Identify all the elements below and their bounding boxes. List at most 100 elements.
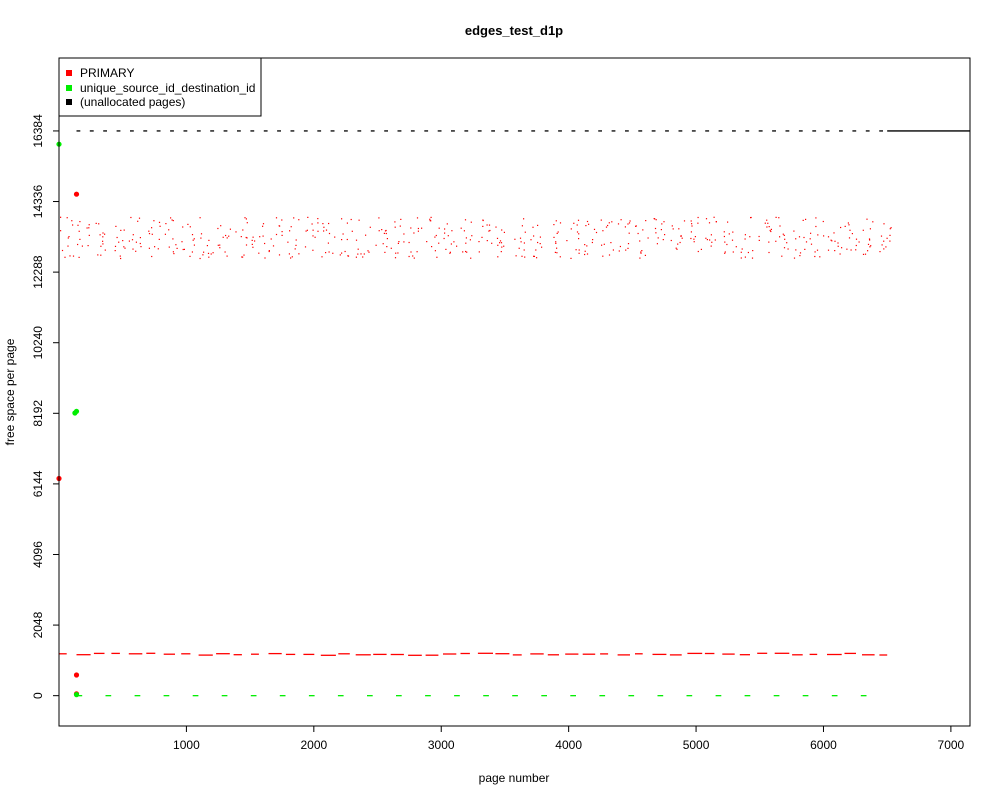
- data-point: [386, 238, 388, 240]
- data-point: [727, 221, 729, 223]
- data-point: [781, 255, 783, 257]
- data-point: [245, 218, 247, 220]
- data-point: [524, 231, 526, 233]
- data-point: [67, 237, 69, 239]
- data-point: [556, 252, 558, 254]
- data-point: [334, 236, 336, 238]
- data-point: [537, 241, 539, 244]
- data-point: [868, 238, 871, 240]
- data-point: [378, 217, 380, 219]
- data-point: [120, 257, 122, 260]
- data-point: [810, 243, 813, 245]
- data-point: [889, 240, 891, 242]
- data-point: [740, 251, 742, 253]
- data-point: [586, 245, 588, 247]
- data-point: [523, 242, 525, 244]
- data-point: [384, 251, 386, 253]
- data-point: [518, 247, 520, 249]
- data-point: [573, 222, 575, 224]
- y-tick-label: 10240: [31, 326, 45, 360]
- data-point: [841, 247, 843, 249]
- data-point: [153, 220, 155, 222]
- data-point: [69, 255, 71, 257]
- data-point: [578, 233, 580, 235]
- data-point: [417, 230, 419, 232]
- data-point: [115, 225, 117, 227]
- data-point: [251, 239, 253, 241]
- data-point: [246, 222, 248, 224]
- data-point: [775, 216, 777, 218]
- data-point: [202, 254, 204, 256]
- data-point: [148, 247, 150, 249]
- data-point: [732, 231, 734, 233]
- x-tick-label: 1000: [173, 738, 200, 752]
- data-point: [191, 251, 193, 253]
- data-point: [67, 245, 69, 247]
- data-point: [306, 229, 308, 231]
- data-point: [671, 225, 673, 227]
- data-point: [72, 224, 74, 226]
- data-point: [262, 223, 265, 225]
- data-point: [501, 246, 503, 248]
- data-point: [170, 217, 172, 219]
- data-point: [793, 257, 796, 259]
- data-point: [281, 219, 283, 221]
- data-point: [252, 246, 254, 248]
- data-point: [462, 251, 464, 253]
- data-point: [837, 242, 839, 244]
- data-point: [817, 234, 819, 236]
- data-point: [140, 246, 142, 248]
- data-point: [304, 246, 307, 248]
- data-point: [210, 253, 212, 255]
- data-point: [64, 256, 66, 258]
- data-point: [298, 253, 300, 255]
- data-point: [708, 222, 711, 224]
- data-point: [524, 256, 526, 258]
- data-point: [628, 232, 630, 234]
- data-point: [523, 218, 525, 220]
- data-point: [172, 238, 174, 240]
- data-point: [628, 222, 631, 224]
- data-point: [802, 219, 804, 221]
- data-point: [199, 217, 201, 219]
- data-point: [664, 234, 666, 236]
- data-point: [203, 251, 205, 253]
- data-point: [499, 240, 502, 242]
- data-point: [744, 238, 746, 240]
- data-point: [463, 230, 465, 232]
- x-tick-label: 4000: [555, 738, 582, 752]
- data-point: [600, 219, 602, 221]
- data-point: [342, 233, 344, 235]
- data-point: [691, 225, 693, 227]
- data-point: [124, 247, 126, 249]
- data-point: [885, 246, 887, 248]
- data-point: [697, 216, 699, 219]
- data-point: [413, 232, 415, 234]
- data-point: [242, 229, 244, 231]
- data-point: [823, 235, 825, 237]
- data-point: [72, 410, 78, 416]
- data-point: [541, 246, 543, 248]
- data-point: [403, 241, 405, 243]
- data-point: [132, 234, 134, 236]
- data-point: [521, 255, 523, 257]
- data-point: [410, 251, 412, 253]
- data-point: [182, 226, 184, 228]
- data-point: [435, 234, 437, 237]
- data-point: [656, 243, 658, 245]
- data-point: [381, 229, 383, 231]
- data-point: [73, 672, 80, 678]
- data-point: [362, 256, 364, 258]
- data-point: [395, 252, 397, 254]
- data-point: [645, 220, 647, 222]
- data-point: [770, 228, 772, 230]
- data-point: [735, 246, 737, 248]
- data-point: [314, 236, 316, 238]
- data-point: [880, 235, 883, 237]
- data-point: [514, 238, 516, 240]
- data-point: [503, 245, 505, 247]
- data-point: [220, 225, 222, 227]
- data-point: [81, 245, 83, 247]
- data-point: [799, 252, 802, 254]
- data-point: [434, 236, 436, 238]
